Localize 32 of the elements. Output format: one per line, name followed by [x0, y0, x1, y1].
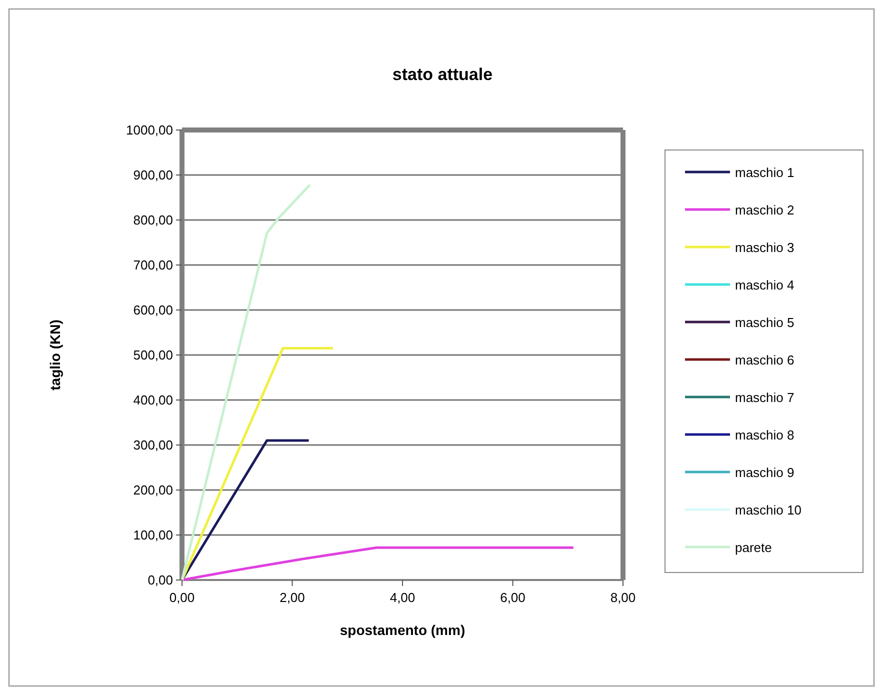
legend-label: maschio 8 — [735, 428, 794, 442]
legend-label: parete — [735, 540, 772, 555]
y-tick-label: 100,00 — [133, 528, 173, 542]
y-tick-label: 700,00 — [133, 258, 173, 272]
x-tick-label: 2,00 — [280, 590, 305, 605]
y-tick-label: 800,00 — [133, 212, 173, 228]
y-tick-label: 300,00 — [133, 438, 173, 452]
legend-label: maschio 1 — [735, 165, 794, 180]
legend-label: maschio 9 — [735, 465, 794, 480]
legend-label: maschio 4 — [735, 278, 794, 292]
legend-label: maschio 6 — [735, 352, 794, 368]
y-tick-label: 400,00 — [133, 392, 173, 408]
legend-label: maschio 3 — [735, 240, 794, 255]
line-series — [180, 184, 312, 582]
legend-label: maschio 7 — [735, 390, 794, 405]
y-axis-title: taglio (KN) — [47, 320, 63, 390]
x-tick-label: 6,00 — [500, 590, 526, 605]
x-tick-label: 0,00 — [169, 590, 195, 605]
x-tick-label: 4,00 — [390, 590, 416, 605]
legend-label: maschio 10 — [735, 502, 802, 518]
y-tick-label: 900,00 — [133, 168, 173, 182]
legend-label: maschio 5 — [735, 315, 794, 330]
x-axis-title: spostamento (mm) — [340, 622, 466, 638]
y-tick-label: 600,00 — [133, 302, 173, 318]
line-series — [180, 546, 575, 582]
y-tick-label: 500,00 — [133, 348, 173, 362]
y-tick-label: 0,00 — [148, 572, 173, 588]
legend-label: maschio 2 — [735, 202, 794, 218]
y-tick-label: 200,00 — [133, 482, 173, 498]
x-tick-label: 8,00 — [610, 590, 636, 605]
y-tick-label: 1000,00 — [126, 122, 173, 138]
chart-title: stato attuale — [392, 65, 493, 84]
